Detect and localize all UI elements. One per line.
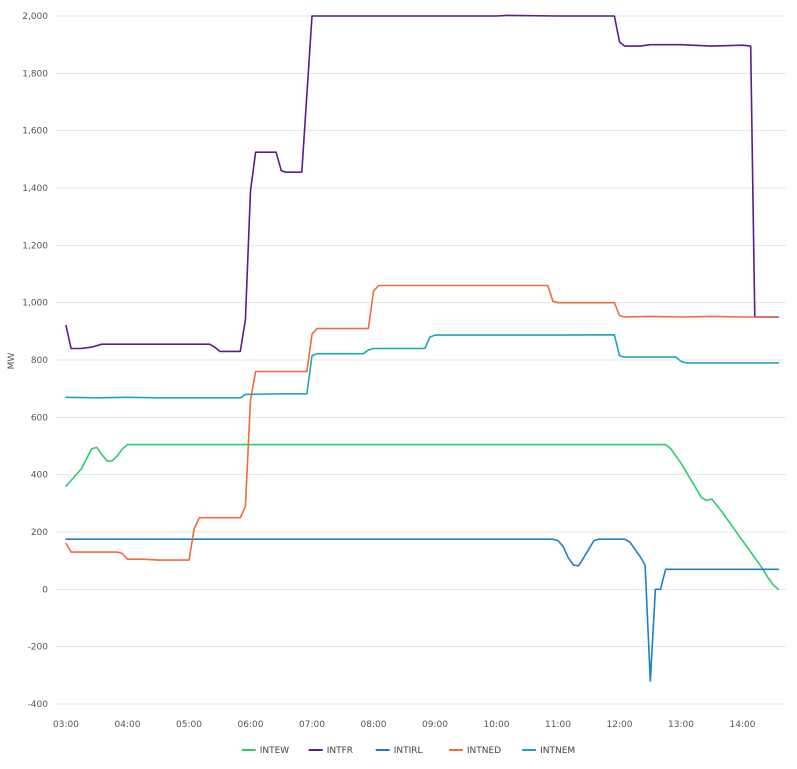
y-axis-label: MW [7,353,17,370]
legend-label: INTIRL [394,746,423,756]
x-tick-label: 07:00 [299,720,325,730]
legend-item-intew[interactable]: INTEW [241,746,290,756]
y-tick-label: 0 [42,585,48,595]
y-tick-label: 1,600 [22,127,48,137]
legend-label: INTNEM [540,746,575,756]
legend-label: INTNED [467,746,501,756]
x-tick-label: 06:00 [238,720,264,730]
x-tick-label: 08:00 [361,720,387,730]
x-axis: 03:00 04:00 05:00 06:00 07:00 08:00 09:00 10:00… [53,720,756,730]
y-tick-label: 1,200 [22,241,48,251]
series-line-intnem [65,334,780,399]
x-tick-label: 13:00 [668,720,694,730]
x-tick-label: 14:00 [730,720,756,730]
y-tick-label: 1,400 [22,184,48,194]
series-lines [65,14,780,682]
legend-label: INTEW [260,746,290,756]
y-tick-label: 800 [31,356,48,366]
gridlines [55,15,786,705]
y-tick-label: -200 [28,643,49,653]
series-line-intew [65,443,780,591]
y-axis: 2,000 1,800 1,600 1,400 1,200 1,000 800 600 400 2… [22,12,48,710]
y-tick-label: 400 [31,471,48,481]
x-tick-label: 12:00 [607,720,633,730]
y-tick-label: 2,000 [22,12,48,22]
legend-item-intned[interactable]: INTNED [448,746,501,756]
x-tick-label: 10:00 [484,720,510,730]
legend-item-intfr[interactable]: INTFR [308,746,353,756]
y-tick-label: 600 [31,413,48,423]
y-tick-label: 200 [31,528,48,538]
x-tick-label: 05:00 [176,720,202,730]
legend-label: INTFR [327,746,353,756]
series-line-intirl [65,538,780,682]
y-tick-label: -400 [28,700,49,710]
x-tick-label: 04:00 [115,720,141,730]
y-tick-label: 1,000 [22,299,48,309]
legend-item-intirl[interactable]: INTIRL [375,746,423,756]
legend-item-intnem[interactable]: INTNEM [522,746,575,756]
x-tick-label: 03:00 [53,720,79,730]
legend[interactable]: INTEW INTFR INTIRL INTNED INTNEM [241,746,575,756]
series-line-intned [65,284,780,561]
x-tick-label: 11:00 [545,720,571,730]
y-tick-label: 1,800 [22,69,48,79]
series-line-intfr [65,14,780,353]
x-tick-label: 09:00 [422,720,448,730]
